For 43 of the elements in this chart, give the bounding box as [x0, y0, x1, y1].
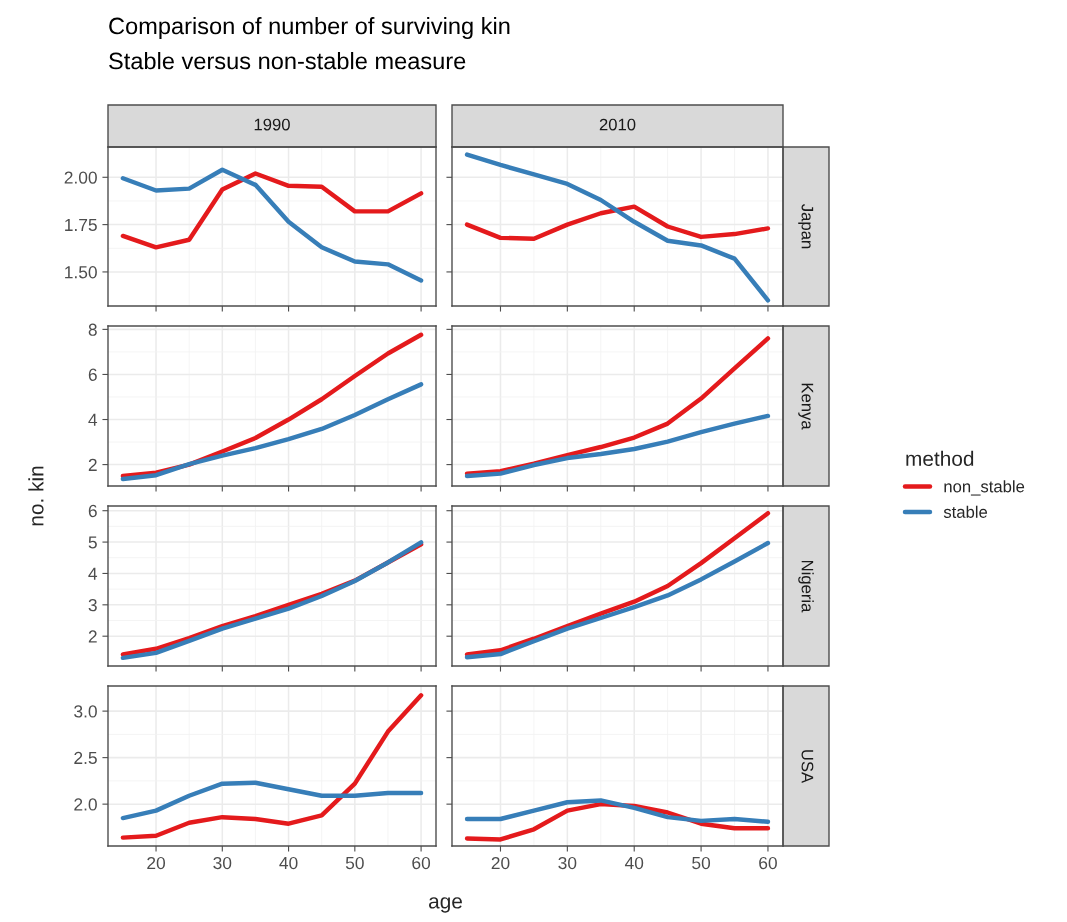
- chart-title: 1990: [254, 118, 290, 131]
- y2-axis-title: Japan: [798, 204, 814, 249]
- y-tick-label: 1.50: [65, 266, 97, 279]
- y-tick-label: 2.0: [74, 798, 97, 811]
- y2-axis-title: Kenya: [798, 383, 814, 430]
- y2-axis-title: Nigeria: [798, 560, 814, 613]
- y-tick-label: 6: [88, 368, 97, 381]
- y-tick-label: 2: [88, 458, 97, 471]
- legend-title: method: [906, 450, 974, 467]
- line-series: [120, 693, 424, 840]
- y-tick-label: 1.75: [65, 218, 97, 232]
- x-tick-label: 50: [345, 856, 364, 870]
- line-series: [120, 382, 424, 482]
- x-tick-label: 60: [759, 856, 777, 870]
- y-tick-label: 2.5: [74, 751, 97, 765]
- text: Comparison of number of surviving kin: [109, 17, 510, 39]
- line-series: [120, 780, 424, 821]
- x-axis-title: age: [429, 897, 462, 913]
- line-series: [120, 171, 424, 250]
- y-axis-title: no. kin: [28, 466, 44, 526]
- y-tick-label: 5: [88, 536, 97, 549]
- y-tick-label: 8: [88, 323, 97, 336]
- x-tick-label: 20: [147, 856, 166, 870]
- y-tick-label: 2: [88, 630, 97, 643]
- x-tick-label: 40: [279, 856, 298, 870]
- text: Stable versus non-stable measure: [109, 52, 466, 70]
- y-tick-label: 4: [88, 413, 98, 426]
- line-series: [120, 167, 424, 283]
- y-tick-label: 6: [88, 504, 97, 518]
- x-tick-label: 30: [558, 856, 577, 870]
- x-tick-label: 60: [412, 856, 431, 870]
- y-tick-label: 3.0: [74, 705, 97, 718]
- x-tick-label: 40: [624, 856, 644, 870]
- y2-axis-title: USA: [801, 750, 814, 784]
- y-tick-label: 2.00: [64, 171, 97, 184]
- legend-label: stable: [943, 505, 988, 518]
- x-tick-label: 30: [213, 856, 232, 870]
- chart-title: 2010: [599, 118, 636, 131]
- x-tick-label: 20: [491, 856, 510, 870]
- x-tick-label: 50: [692, 856, 711, 870]
- y-tick-label: 4: [88, 567, 98, 580]
- legend-label: non_stable: [944, 480, 1025, 496]
- y-tick-label: 3: [88, 598, 97, 612]
